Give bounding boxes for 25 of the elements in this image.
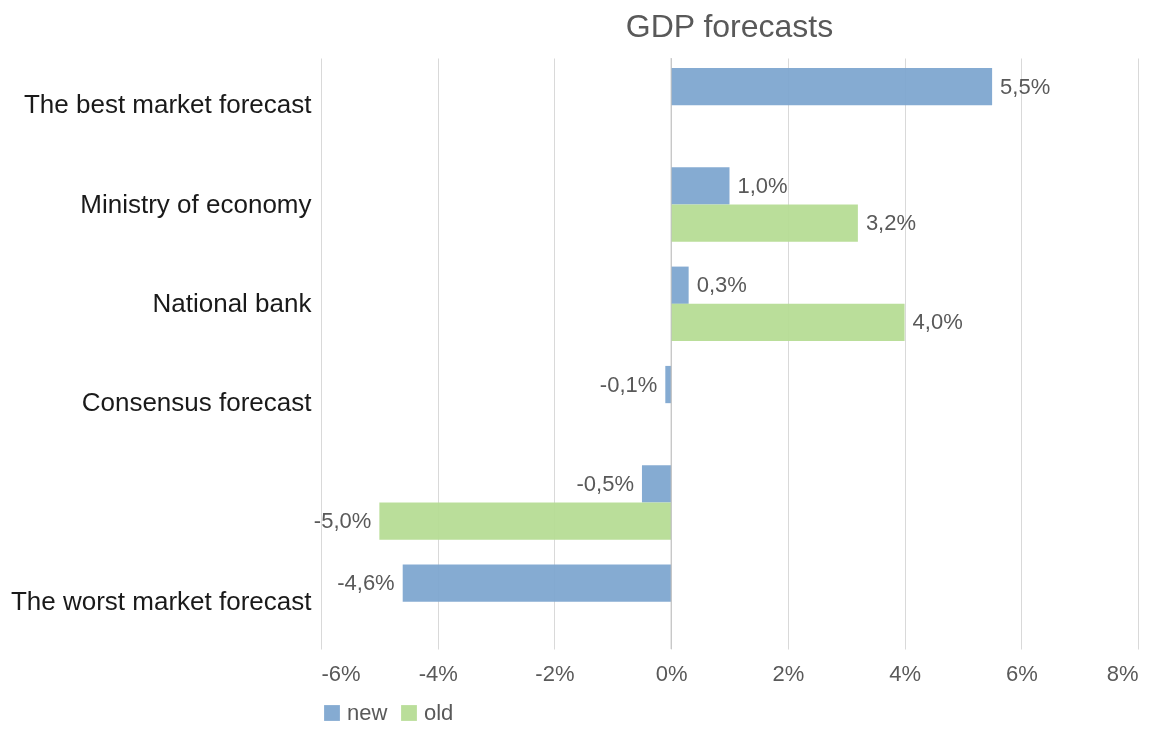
y-tick-label: Consensus forecast [81, 387, 313, 418]
y-tick-label: The best market forecast [23, 89, 313, 120]
data-label: 5,5% [1000, 73, 1051, 99]
data-label: -0,5% [576, 470, 634, 496]
data-label: -0,1% [599, 371, 658, 397]
data-label: -4,6% [337, 570, 395, 596]
y-tick-label: National bank [152, 287, 313, 318]
data-label: 4,0% [912, 309, 963, 335]
x-tick-label: -6% [321, 660, 361, 686]
x-tick-label: 0% [655, 660, 688, 686]
x-tick-label: 2% [772, 660, 805, 686]
data-label: 1,0% [737, 172, 788, 198]
data-label: 0,3% [696, 272, 747, 298]
x-tick-label: 8% [1106, 660, 1139, 686]
x-tick-label: 4% [889, 660, 921, 686]
data-label: 3,2% [865, 210, 917, 236]
y-tick-label: The worst market forecast [10, 585, 313, 616]
data-label: -5,0% [313, 508, 372, 534]
x-tick-label: 6% [1005, 660, 1038, 686]
legend-label: new [347, 700, 388, 725]
legend-label: old [424, 700, 454, 725]
chart-title: GDP forecasts [625, 7, 834, 44]
y-tick-label: Ministry of economy [80, 188, 312, 219]
x-tick-label: -4% [418, 660, 458, 686]
x-tick-label: -2% [535, 660, 575, 686]
